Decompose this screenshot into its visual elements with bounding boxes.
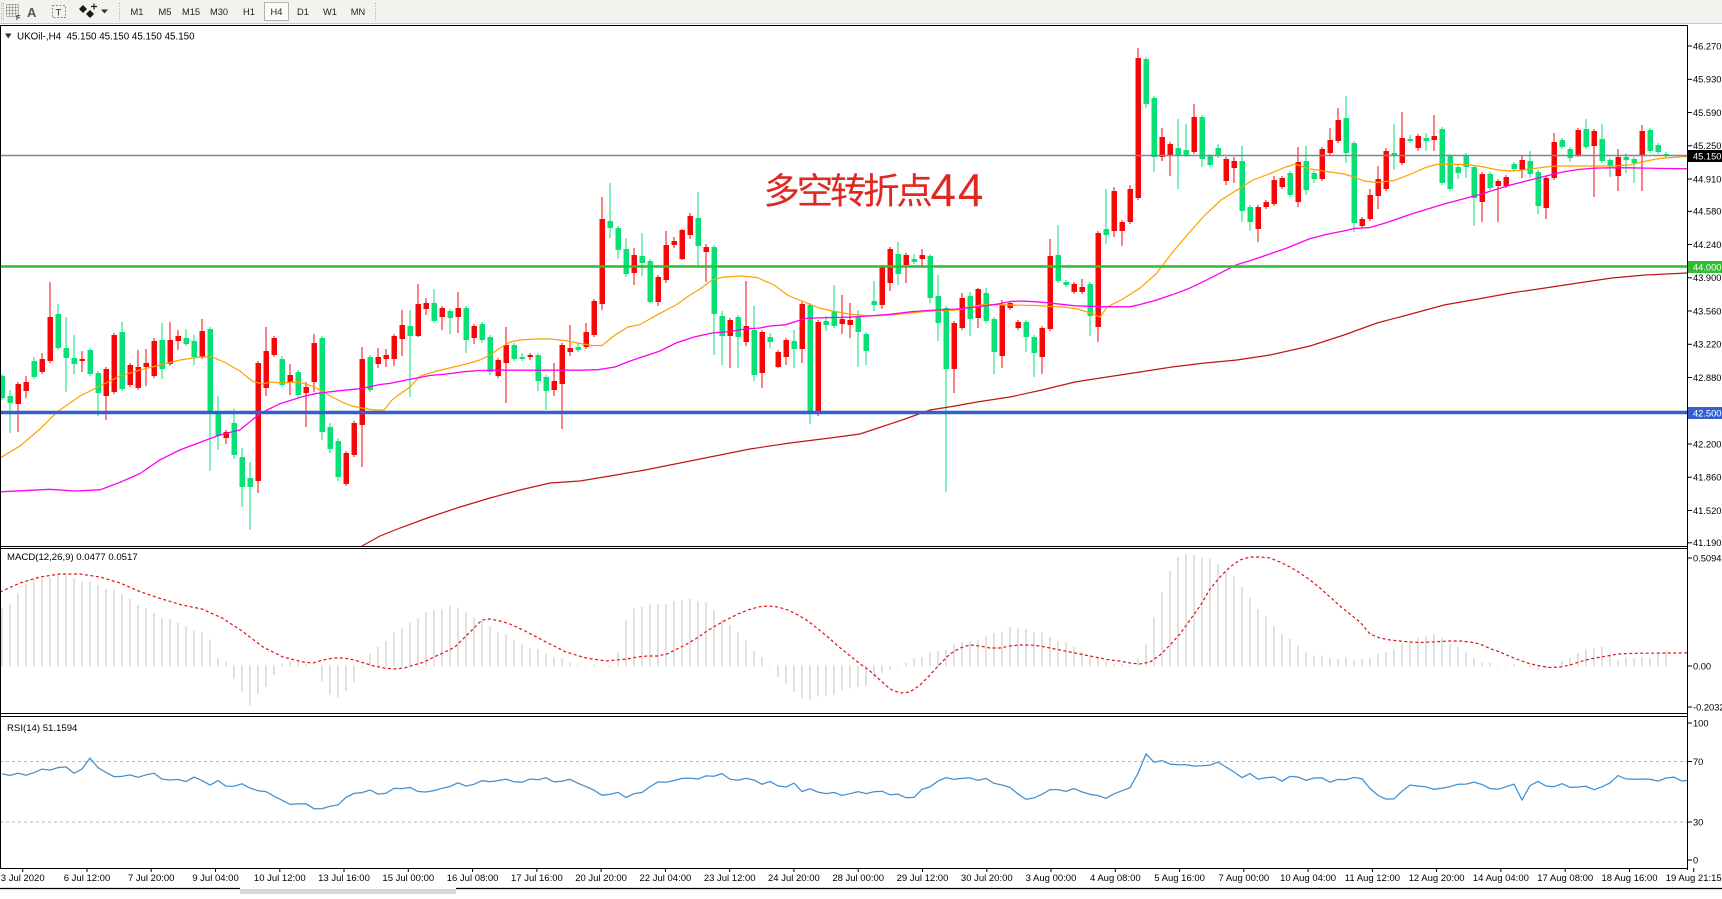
- svg-text:10 Jul 12:00: 10 Jul 12:00: [254, 873, 306, 884]
- svg-text:30 Jul 20:00: 30 Jul 20:00: [961, 873, 1013, 884]
- svg-text:44.580: 44.580: [1693, 207, 1721, 217]
- svg-text:14 Aug 04:00: 14 Aug 04:00: [1473, 873, 1529, 884]
- svg-text:15 Jul 00:00: 15 Jul 00:00: [382, 873, 434, 884]
- svg-text:23 Jul 12:00: 23 Jul 12:00: [704, 873, 756, 884]
- svg-text:42.500: 42.500: [1693, 408, 1721, 418]
- svg-text:0: 0: [1693, 855, 1698, 865]
- svg-text:5 Aug 16:00: 5 Aug 16:00: [1154, 873, 1205, 884]
- svg-text:30: 30: [1693, 817, 1703, 827]
- svg-text:19 Aug 21:15: 19 Aug 21:15: [1666, 873, 1722, 884]
- svg-text:RSI(14) 51.1594: RSI(14) 51.1594: [7, 723, 78, 734]
- svg-text:28 Jul 00:00: 28 Jul 00:00: [832, 873, 884, 884]
- svg-text:100: 100: [1693, 718, 1709, 728]
- svg-text:43.900: 43.900: [1693, 273, 1721, 283]
- svg-text:29 Jul 12:00: 29 Jul 12:00: [897, 873, 949, 884]
- svg-text:MACD(12,26,9) 0.0477 0.0517: MACD(12,26,9) 0.0477 0.0517: [7, 552, 138, 563]
- svg-text:45.930: 45.930: [1693, 75, 1721, 85]
- svg-text:45.590: 45.590: [1693, 108, 1721, 118]
- svg-text:7 Jul 20:00: 7 Jul 20:00: [128, 873, 174, 884]
- svg-text:9 Jul 04:00: 9 Jul 04:00: [192, 873, 238, 884]
- svg-text:42.200: 42.200: [1693, 439, 1721, 449]
- svg-text:44.240: 44.240: [1693, 240, 1721, 250]
- svg-text:A: A: [27, 5, 37, 20]
- svg-text:6 Jul 12:00: 6 Jul 12:00: [64, 873, 110, 884]
- svg-text:UKOil-,H4 45.150 45.150 45.15: UKOil-,H4 45.150 45.150 45.150 45.150: [17, 32, 195, 43]
- svg-text:7 Aug 00:00: 7 Aug 00:00: [1218, 873, 1269, 884]
- svg-text:11 Aug 12:00: 11 Aug 12:00: [1345, 873, 1400, 884]
- svg-text:18 Aug 16:00: 18 Aug 16:00: [1602, 873, 1658, 884]
- svg-text:4 Aug 08:00: 4 Aug 08:00: [1090, 873, 1141, 884]
- svg-text:-0.2032: -0.2032: [1693, 702, 1722, 712]
- svg-text:44.000: 44.000: [1693, 262, 1721, 272]
- svg-text:10 Aug 04:00: 10 Aug 04:00: [1280, 873, 1336, 884]
- svg-text:17 Jul 16:00: 17 Jul 16:00: [511, 873, 563, 884]
- svg-text:41.190: 41.190: [1693, 538, 1721, 548]
- svg-text:42.880: 42.880: [1693, 373, 1721, 383]
- svg-text:F: F: [16, 13, 21, 22]
- svg-text:16 Jul 08:00: 16 Jul 08:00: [447, 873, 499, 884]
- svg-text:70: 70: [1693, 757, 1703, 767]
- svg-text:22 Jul 04:00: 22 Jul 04:00: [640, 873, 692, 884]
- svg-text:45.150: 45.150: [1693, 151, 1721, 161]
- svg-text:44: 44: [931, 164, 986, 216]
- svg-text:13 Jul 16:00: 13 Jul 16:00: [318, 873, 370, 884]
- svg-text:43.220: 43.220: [1693, 340, 1721, 350]
- svg-text:41.860: 41.860: [1693, 473, 1721, 483]
- svg-text:20 Jul 20:00: 20 Jul 20:00: [575, 873, 627, 884]
- svg-text:T: T: [56, 8, 62, 19]
- svg-text:0.5094: 0.5094: [1693, 553, 1721, 563]
- svg-text:12 Aug 20:00: 12 Aug 20:00: [1409, 873, 1465, 884]
- svg-text:0.00: 0.00: [1693, 661, 1711, 671]
- svg-text:44.910: 44.910: [1693, 174, 1721, 184]
- svg-text:45.250: 45.250: [1693, 141, 1721, 151]
- svg-text:3 Aug 00:00: 3 Aug 00:00: [1026, 873, 1077, 884]
- svg-text:24 Jul 20:00: 24 Jul 20:00: [768, 873, 820, 884]
- svg-text:46.270: 46.270: [1693, 41, 1721, 51]
- svg-text:17 Aug 08:00: 17 Aug 08:00: [1537, 873, 1593, 884]
- svg-text:43.560: 43.560: [1693, 306, 1721, 316]
- svg-text:3 Jul 2020: 3 Jul 2020: [1, 873, 45, 884]
- svg-text:41.520: 41.520: [1693, 506, 1721, 516]
